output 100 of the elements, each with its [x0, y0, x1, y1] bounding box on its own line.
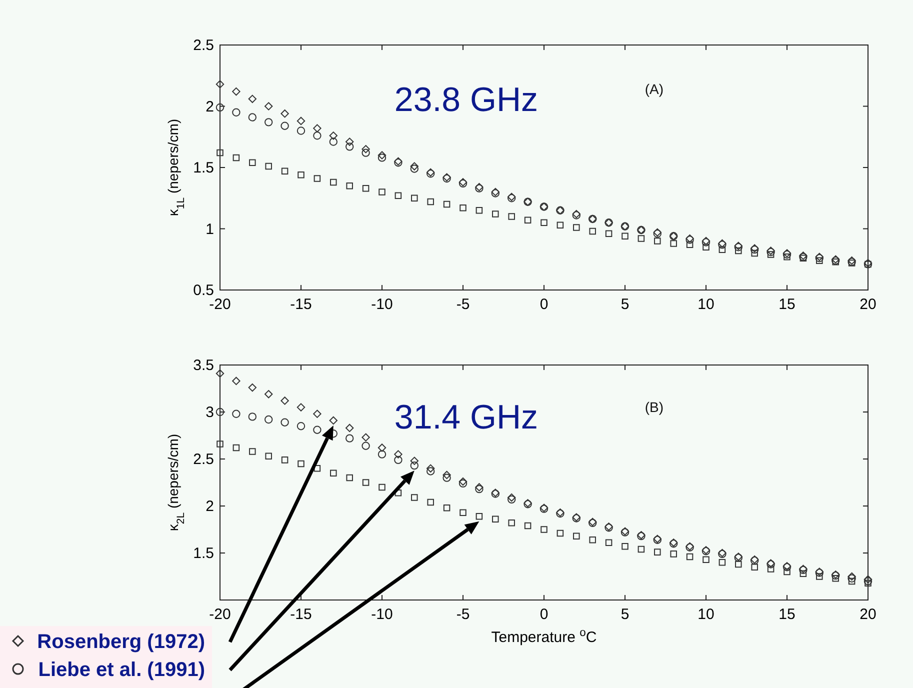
point	[589, 536, 596, 544]
x-tick-label: -20	[209, 296, 231, 313]
legend-label: Liebe et al. (1991)	[38, 659, 205, 681]
point	[346, 182, 353, 190]
point	[298, 171, 304, 178]
point	[394, 192, 402, 200]
point	[475, 484, 484, 494]
point	[848, 572, 856, 581]
point	[864, 575, 872, 584]
point	[298, 460, 304, 468]
point	[362, 442, 370, 450]
point	[800, 254, 807, 262]
x-axis-title: Temperature $^{o}$C	[491, 627, 597, 646]
point	[249, 159, 256, 166]
x-tick-label: -5	[456, 296, 470, 313]
point	[280, 122, 289, 130]
point	[556, 222, 564, 228]
point	[508, 213, 515, 220]
point	[232, 376, 240, 386]
point	[458, 479, 468, 488]
point	[443, 200, 450, 208]
point	[670, 240, 677, 247]
point	[378, 450, 386, 458]
y-tick-label: 3.5	[193, 357, 214, 374]
point	[784, 568, 790, 576]
point	[362, 479, 370, 486]
annotation: (B)	[644, 399, 664, 415]
x-tick-label: 10	[698, 606, 714, 623]
point	[605, 539, 612, 546]
point	[248, 412, 256, 421]
x-tick-label: 5	[620, 296, 630, 313]
point	[296, 116, 306, 126]
y-tick-label: 1.5	[193, 545, 214, 562]
point	[410, 461, 418, 470]
point	[362, 433, 370, 442]
point	[410, 164, 418, 173]
point	[216, 149, 224, 156]
point	[751, 250, 758, 257]
point	[280, 396, 289, 405]
point	[492, 516, 499, 523]
point	[476, 206, 483, 214]
point	[216, 80, 224, 88]
point	[313, 124, 322, 132]
point	[654, 238, 661, 244]
point	[216, 440, 224, 448]
point	[767, 251, 774, 258]
x-tick-label: 20	[860, 606, 876, 623]
point	[411, 494, 418, 501]
point	[410, 456, 418, 465]
y-tick-label: 0.5	[193, 282, 214, 299]
point	[524, 216, 532, 224]
point	[281, 168, 288, 175]
x-tick-label: 15	[778, 606, 796, 623]
point	[848, 574, 856, 582]
point	[735, 560, 742, 568]
point	[718, 246, 726, 253]
point	[508, 495, 516, 504]
point	[394, 450, 402, 458]
point	[346, 142, 354, 151]
point	[330, 470, 337, 476]
point	[508, 493, 516, 502]
point	[702, 556, 710, 563]
point	[330, 178, 337, 186]
point	[460, 509, 466, 516]
annotation: 23.8 GHz	[394, 81, 538, 120]
point	[686, 553, 694, 560]
point	[800, 570, 807, 578]
point	[427, 198, 434, 206]
point	[264, 390, 273, 398]
point	[864, 577, 872, 586]
point	[458, 477, 468, 486]
x-tick-label: -10	[371, 296, 393, 313]
point	[718, 559, 726, 566]
point	[378, 154, 386, 162]
point	[362, 148, 370, 157]
point	[654, 548, 661, 556]
point	[638, 546, 645, 553]
point	[378, 444, 386, 452]
point	[427, 498, 434, 506]
x-tick-label: -15	[290, 296, 312, 313]
point	[622, 232, 628, 240]
point	[508, 520, 515, 526]
x-tick-label: 20	[860, 296, 876, 313]
point	[475, 483, 484, 492]
point	[329, 132, 338, 140]
point	[281, 456, 288, 464]
point	[573, 224, 580, 231]
x-tick-label: 0	[540, 296, 548, 313]
point	[362, 184, 370, 192]
point	[232, 87, 240, 96]
point	[264, 118, 273, 126]
point	[735, 247, 742, 254]
point	[296, 422, 306, 430]
point	[816, 257, 823, 264]
point	[670, 550, 677, 558]
point	[296, 403, 306, 412]
point	[265, 452, 272, 460]
point	[443, 504, 450, 512]
point	[378, 484, 386, 491]
point	[622, 543, 628, 550]
